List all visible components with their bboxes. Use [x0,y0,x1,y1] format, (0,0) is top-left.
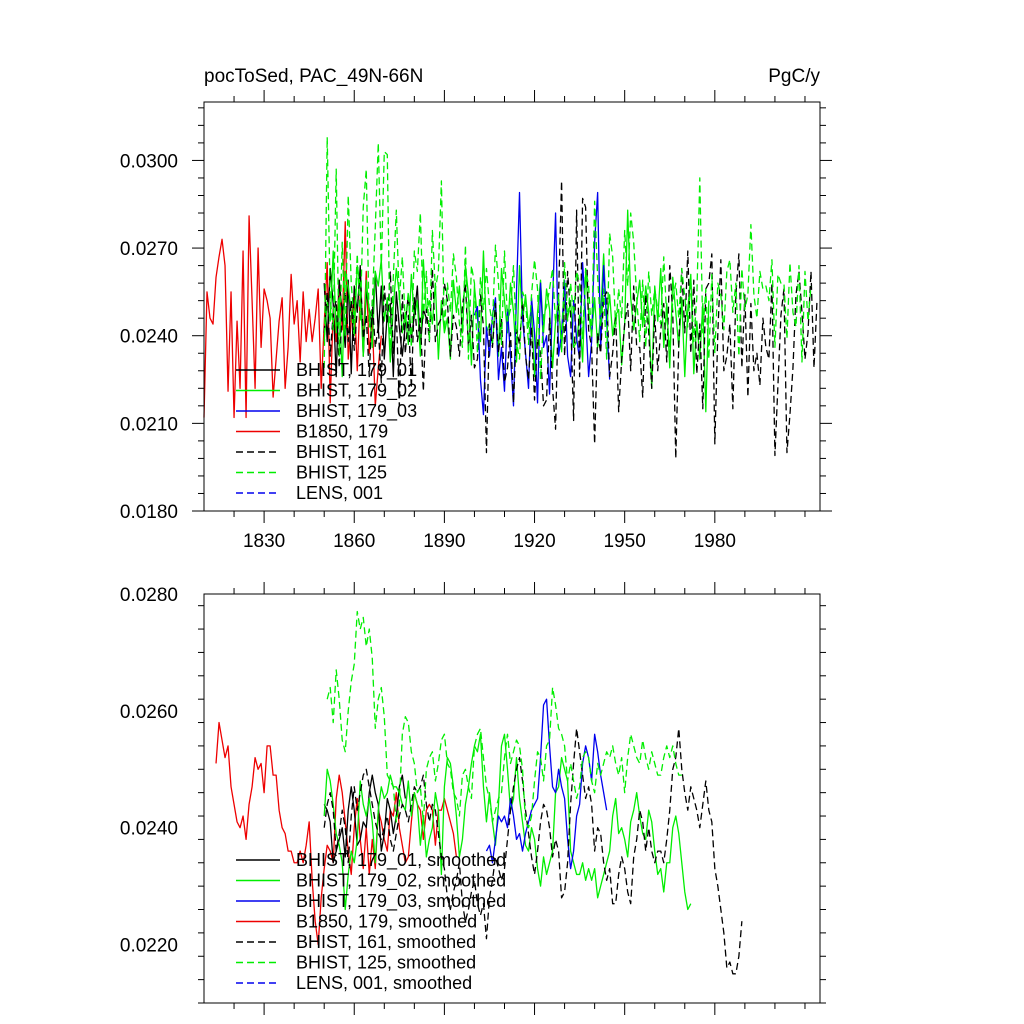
legend-label: BHIST, 179_01 [296,360,417,381]
series-line-bhist-179-02-smoothed [323,733,692,911]
y-tick-label: 0.0180 [120,502,178,523]
series-line-bhist-179-03-smoothed [485,698,608,870]
legend-label: BHIST, 179_03, smoothed [296,891,506,912]
legend-label: LENS, 001, smoothed [296,973,472,993]
legend-label: BHIST, 161, smoothed [296,932,476,952]
chart-title: pocToSed, PAC_49N-66N [204,66,423,87]
top-panel: pocToSed, PAC_49N-66N PgC/y BHIST, 179_0… [120,66,832,552]
x-tick-label: 1920 [513,531,555,552]
legend-label: BHIST, 179_02 [296,381,417,402]
y-tick-label: 0.0280 [120,585,178,606]
legend-label: BHIST, 161 [296,442,387,462]
series-line-bhist-161 [323,180,818,460]
x-tick-label: 1830 [243,531,285,552]
y-tick-label: 0.0210 [120,414,178,435]
y-tick-label: 0.0260 [120,702,178,723]
axis-ticks: 0.0220 0.0240 0.0260 0.0280 [120,582,826,1015]
x-tick-label: 1860 [333,531,375,552]
units-label: PgC/y [768,66,820,87]
legend-label: BHIST, 179_01, smoothed [296,850,506,871]
y-tick-label: 0.0270 [120,239,178,260]
plot-frame [203,593,821,1004]
axis-ticks: 1830 1860 1890 1920 1950 1980 0.0180 0.0210 0.02… [120,90,832,552]
legend-label: LENS, 001 [296,483,383,503]
legend-label: B1850, 179, smoothed [296,912,477,932]
legend-label: BHIST, 179_02, smoothed [296,871,506,892]
series-line-bhist-125 [323,136,812,381]
series-group [215,610,743,975]
y-tick-label: 0.0220 [120,936,178,957]
legend-label: BHIST, 125 [296,463,387,483]
series-line-bhist-125-smoothed [326,610,682,829]
x-tick-label: 1980 [694,531,736,552]
legend-label: BHIST, 125, smoothed [296,953,476,973]
plot-frame [203,101,821,512]
series-line-bhist-179-02 [323,209,710,413]
legend-label: BHIST, 179_03 [296,401,417,422]
x-tick-label: 1950 [604,531,646,552]
y-tick-label: 0.0240 [120,819,178,840]
y-tick-label: 0.0240 [120,327,178,348]
y-tick-label: 0.0300 [120,151,178,172]
legend-label: B1850, 179 [296,422,388,442]
x-tick-label: 1890 [423,531,465,552]
series-group [203,136,818,460]
series-line-bhist-161-smoothed [323,727,743,975]
